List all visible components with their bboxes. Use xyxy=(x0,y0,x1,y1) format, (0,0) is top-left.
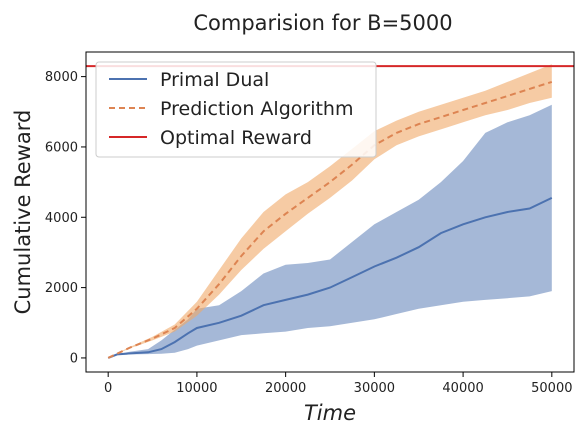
chart-title: Comparision for B=5000 xyxy=(193,11,452,35)
x-tick-label: 10000 xyxy=(176,381,217,396)
x-tick-label: 50000 xyxy=(531,381,572,396)
x-tick-label: 40000 xyxy=(442,381,483,396)
series-band-primal-dual xyxy=(108,104,552,358)
legend-box xyxy=(95,61,377,158)
y-tick-label: 0 xyxy=(70,351,78,366)
x-tick-label: 20000 xyxy=(265,381,306,396)
series-line-primal-dual xyxy=(107,196,553,359)
x-axis-ticks: 0 10000 20000 30000 40000 50000 xyxy=(104,372,572,396)
series-line-prediction-algorithm xyxy=(107,80,553,359)
y-tick-label: 2000 xyxy=(45,281,78,296)
legend-label-optimal-reward: Optimal Reward xyxy=(160,127,312,149)
x-tick-label: 0 xyxy=(104,381,112,396)
legend: Primal Dual Prediction Algorithm Optimal… xyxy=(95,61,377,158)
y-tick-label: 6000 xyxy=(45,140,78,155)
legend-label-prediction-algorithm: Prediction Algorithm xyxy=(160,98,353,120)
axes-frame xyxy=(85,51,575,373)
y-tick-label: 4000 xyxy=(45,211,78,226)
x-tick-label: 30000 xyxy=(354,381,395,396)
x-axis-label: Time xyxy=(304,401,356,425)
y-axis-ticks: 0 2000 4000 6000 8000 xyxy=(45,70,86,366)
y-axis-label: Cumulative Reward xyxy=(11,110,35,315)
y-tick-label: 8000 xyxy=(45,70,78,85)
legend-label-primal-dual: Primal Dual xyxy=(160,69,269,91)
